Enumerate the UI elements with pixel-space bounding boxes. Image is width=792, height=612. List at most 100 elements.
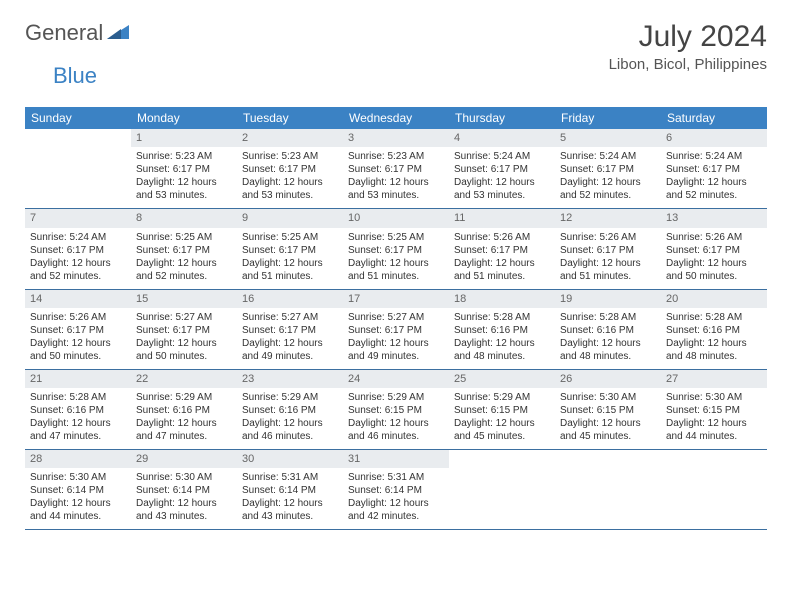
sunset-line: Sunset: 6:17 PM bbox=[136, 324, 232, 337]
day-number: 30 bbox=[237, 450, 343, 468]
daylight-line: Daylight: 12 hours and 48 minutes. bbox=[560, 337, 656, 363]
sunset-line: Sunset: 6:17 PM bbox=[454, 163, 550, 176]
day-body: Sunrise: 5:24 AMSunset: 6:17 PMDaylight:… bbox=[661, 147, 767, 208]
day-body: Sunrise: 5:25 AMSunset: 6:17 PMDaylight:… bbox=[131, 228, 237, 289]
sunrise-line: Sunrise: 5:24 AM bbox=[560, 150, 656, 163]
day-body: Sunrise: 5:28 AMSunset: 6:16 PMDaylight:… bbox=[661, 308, 767, 369]
day-number: 24 bbox=[343, 370, 449, 388]
daylight-line: Daylight: 12 hours and 49 minutes. bbox=[242, 337, 338, 363]
sunrise-line: Sunrise: 5:26 AM bbox=[560, 231, 656, 244]
daylight-line: Daylight: 12 hours and 48 minutes. bbox=[454, 337, 550, 363]
sunrise-line: Sunrise: 5:31 AM bbox=[242, 471, 338, 484]
daylight-line: Daylight: 12 hours and 51 minutes. bbox=[560, 257, 656, 283]
day-body: Sunrise: 5:29 AMSunset: 6:16 PMDaylight:… bbox=[131, 388, 237, 449]
calendar-cell bbox=[449, 450, 555, 530]
calendar-cell: 31Sunrise: 5:31 AMSunset: 6:14 PMDayligh… bbox=[343, 450, 449, 530]
daylight-line: Daylight: 12 hours and 51 minutes. bbox=[348, 257, 444, 283]
calendar-cell: 5Sunrise: 5:24 AMSunset: 6:17 PMDaylight… bbox=[555, 129, 661, 209]
sunset-line: Sunset: 6:17 PM bbox=[348, 163, 444, 176]
sunrise-line: Sunrise: 5:30 AM bbox=[30, 471, 126, 484]
sunset-line: Sunset: 6:16 PM bbox=[242, 404, 338, 417]
day-number: 4 bbox=[449, 129, 555, 147]
day-body: Sunrise: 5:26 AMSunset: 6:17 PMDaylight:… bbox=[661, 228, 767, 289]
day-number: 3 bbox=[343, 129, 449, 147]
day-number: 2 bbox=[237, 129, 343, 147]
sunset-line: Sunset: 6:17 PM bbox=[30, 244, 126, 257]
daylight-line: Daylight: 12 hours and 42 minutes. bbox=[348, 497, 444, 523]
sunset-line: Sunset: 6:15 PM bbox=[348, 404, 444, 417]
sunset-line: Sunset: 6:17 PM bbox=[242, 324, 338, 337]
day-number: 20 bbox=[661, 290, 767, 308]
day-number: 12 bbox=[555, 209, 661, 227]
day-number: 29 bbox=[131, 450, 237, 468]
weekday-header: Wednesday bbox=[343, 107, 449, 129]
day-number: 14 bbox=[25, 290, 131, 308]
daylight-line: Daylight: 12 hours and 45 minutes. bbox=[560, 417, 656, 443]
sunset-line: Sunset: 6:17 PM bbox=[136, 163, 232, 176]
day-number: 1 bbox=[131, 129, 237, 147]
sunrise-line: Sunrise: 5:26 AM bbox=[30, 311, 126, 324]
sunset-line: Sunset: 6:14 PM bbox=[242, 484, 338, 497]
sunrise-line: Sunrise: 5:28 AM bbox=[30, 391, 126, 404]
sunrise-line: Sunrise: 5:29 AM bbox=[136, 391, 232, 404]
sunrise-line: Sunrise: 5:26 AM bbox=[454, 231, 550, 244]
sunset-line: Sunset: 6:16 PM bbox=[666, 324, 762, 337]
daylight-line: Daylight: 12 hours and 50 minutes. bbox=[136, 337, 232, 363]
sunset-line: Sunset: 6:14 PM bbox=[348, 484, 444, 497]
daylight-line: Daylight: 12 hours and 53 minutes. bbox=[454, 176, 550, 202]
calendar-cell: 21Sunrise: 5:28 AMSunset: 6:16 PMDayligh… bbox=[25, 369, 131, 449]
day-body: Sunrise: 5:29 AMSunset: 6:15 PMDaylight:… bbox=[449, 388, 555, 449]
day-number: 9 bbox=[237, 209, 343, 227]
day-body: Sunrise: 5:28 AMSunset: 6:16 PMDaylight:… bbox=[555, 308, 661, 369]
day-body: Sunrise: 5:24 AMSunset: 6:17 PMDaylight:… bbox=[25, 228, 131, 289]
sunset-line: Sunset: 6:15 PM bbox=[560, 404, 656, 417]
calendar-cell: 19Sunrise: 5:28 AMSunset: 6:16 PMDayligh… bbox=[555, 289, 661, 369]
day-number: 6 bbox=[661, 129, 767, 147]
calendar-cell: 30Sunrise: 5:31 AMSunset: 6:14 PMDayligh… bbox=[237, 450, 343, 530]
sunrise-line: Sunrise: 5:30 AM bbox=[666, 391, 762, 404]
calendar-cell bbox=[661, 450, 767, 530]
day-number: 31 bbox=[343, 450, 449, 468]
sunrise-line: Sunrise: 5:29 AM bbox=[348, 391, 444, 404]
calendar-cell: 27Sunrise: 5:30 AMSunset: 6:15 PMDayligh… bbox=[661, 369, 767, 449]
daylight-line: Daylight: 12 hours and 53 minutes. bbox=[136, 176, 232, 202]
day-number: 16 bbox=[237, 290, 343, 308]
day-number: 25 bbox=[449, 370, 555, 388]
calendar-cell: 25Sunrise: 5:29 AMSunset: 6:15 PMDayligh… bbox=[449, 369, 555, 449]
day-body: Sunrise: 5:26 AMSunset: 6:17 PMDaylight:… bbox=[449, 228, 555, 289]
day-body: Sunrise: 5:29 AMSunset: 6:15 PMDaylight:… bbox=[343, 388, 449, 449]
daylight-line: Daylight: 12 hours and 51 minutes. bbox=[454, 257, 550, 283]
calendar-cell: 1 Sunrise: 5:23 AMSunset: 6:17 PMDaylight… bbox=[131, 129, 237, 209]
sunrise-line: Sunrise: 5:28 AM bbox=[560, 311, 656, 324]
day-number: 5 bbox=[555, 129, 661, 147]
day-number: 7 bbox=[25, 209, 131, 227]
sunrise-line: Sunrise: 5:23 AM bbox=[136, 150, 232, 163]
calendar-week-row: 7Sunrise: 5:24 AMSunset: 6:17 PMDaylight… bbox=[25, 209, 767, 289]
sunset-line: Sunset: 6:17 PM bbox=[348, 244, 444, 257]
sunrise-line: Sunrise: 5:24 AM bbox=[454, 150, 550, 163]
day-number: 17 bbox=[343, 290, 449, 308]
sunset-line: Sunset: 6:16 PM bbox=[560, 324, 656, 337]
weekday-header: Tuesday bbox=[237, 107, 343, 129]
day-body: Sunrise: 5:23 AMSunset: 6:17 PMDaylight:… bbox=[343, 147, 449, 208]
daylight-line: Daylight: 12 hours and 49 minutes. bbox=[348, 337, 444, 363]
calendar-cell: 10Sunrise: 5:25 AMSunset: 6:17 PMDayligh… bbox=[343, 209, 449, 289]
daylight-line: Daylight: 12 hours and 46 minutes. bbox=[242, 417, 338, 443]
daylight-line: Daylight: 12 hours and 52 minutes. bbox=[560, 176, 656, 202]
day-body: Sunrise: 5:29 AMSunset: 6:16 PMDaylight:… bbox=[237, 388, 343, 449]
sunset-line: Sunset: 6:15 PM bbox=[666, 404, 762, 417]
day-number: 15 bbox=[131, 290, 237, 308]
sunrise-line: Sunrise: 5:24 AM bbox=[30, 231, 126, 244]
sunrise-line: Sunrise: 5:30 AM bbox=[136, 471, 232, 484]
sunset-line: Sunset: 6:16 PM bbox=[454, 324, 550, 337]
sunrise-line: Sunrise: 5:23 AM bbox=[242, 150, 338, 163]
sunset-line: Sunset: 6:14 PM bbox=[30, 484, 126, 497]
day-body: Sunrise: 5:30 AMSunset: 6:14 PMDaylight:… bbox=[25, 468, 131, 529]
sunset-line: Sunset: 6:17 PM bbox=[666, 244, 762, 257]
weekday-header: Monday bbox=[131, 107, 237, 129]
calendar-cell: 9Sunrise: 5:25 AMSunset: 6:17 PMDaylight… bbox=[237, 209, 343, 289]
day-body: Sunrise: 5:25 AMSunset: 6:17 PMDaylight:… bbox=[343, 228, 449, 289]
sunrise-line: Sunrise: 5:27 AM bbox=[348, 311, 444, 324]
calendar-body: 1Sunrise: 5:23 AMSunset: 6:17 PMDaylight… bbox=[25, 129, 767, 530]
sunrise-line: Sunrise: 5:27 AM bbox=[136, 311, 232, 324]
